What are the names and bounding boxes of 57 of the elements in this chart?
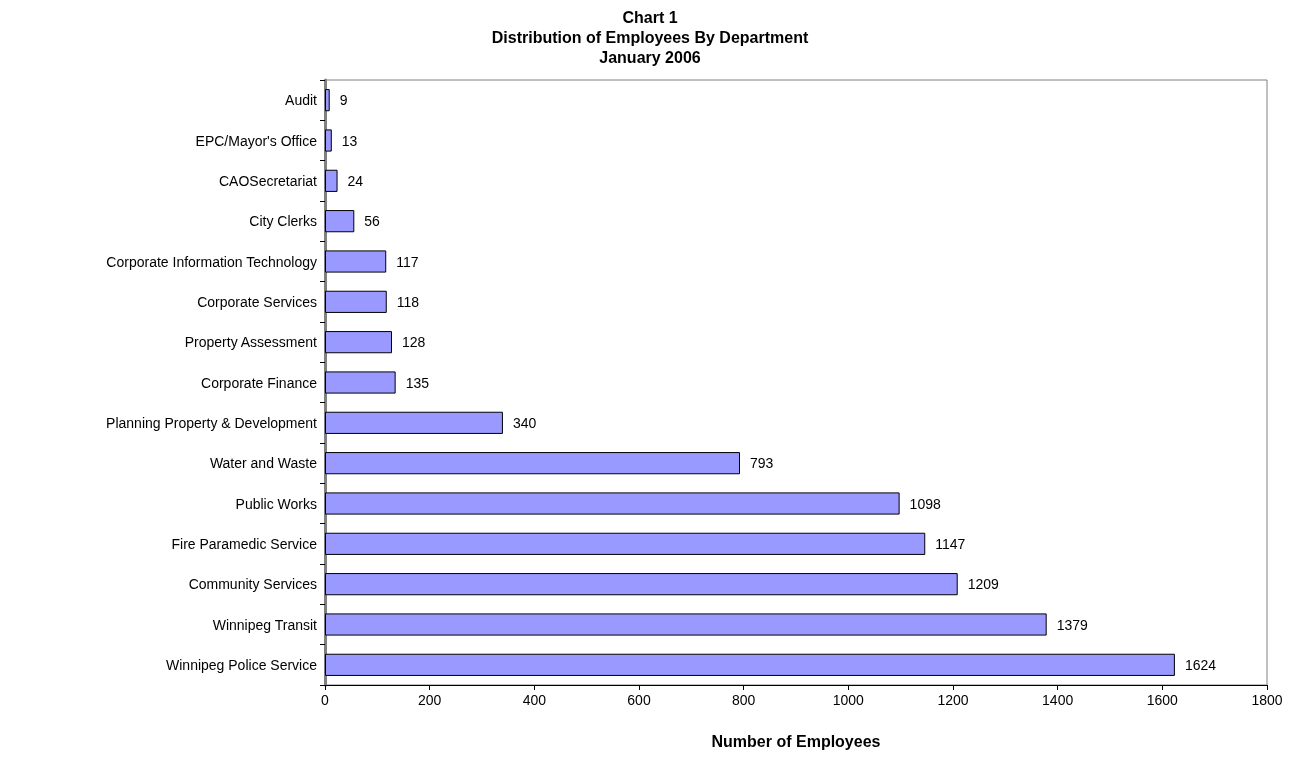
y-tick-label: Fire Paramedic Service xyxy=(171,535,318,552)
bar xyxy=(325,371,396,394)
bar xyxy=(325,169,338,192)
bar xyxy=(325,613,1047,636)
x-tick-label: 1600 xyxy=(1146,692,1179,708)
bar xyxy=(325,532,926,555)
bar xyxy=(325,452,740,475)
data-label: 1147 xyxy=(935,535,966,552)
data-label: 340 xyxy=(512,414,537,431)
y-tick-label: Water and Waste xyxy=(209,455,318,472)
bar xyxy=(325,250,387,273)
y-tick-label: Planning Property & Development xyxy=(106,414,318,431)
bar xyxy=(325,331,392,354)
data-label: 1624 xyxy=(1184,656,1217,673)
y-tick-label: Corporate Finance xyxy=(201,374,318,391)
data-label: 9 xyxy=(339,92,348,109)
data-label: 1379 xyxy=(1056,616,1089,633)
x-axis-title: Number of Employees xyxy=(711,732,881,750)
data-label: 117 xyxy=(396,253,419,270)
x-tick-label: 1200 xyxy=(937,692,969,708)
y-tick-label: City Clerks xyxy=(249,213,317,230)
data-label: 135 xyxy=(405,374,430,391)
x-tick-label: 200 xyxy=(417,692,442,708)
data-label: 56 xyxy=(364,213,381,230)
y-tick-label: Corporate Services xyxy=(197,293,317,310)
bar xyxy=(325,290,387,313)
x-tick-label: 400 xyxy=(522,692,547,708)
data-label: 13 xyxy=(341,132,358,149)
y-tick-label: Winnipeg Transit xyxy=(212,616,318,633)
x-tick-label: 1000 xyxy=(832,692,865,708)
bar xyxy=(325,129,332,152)
x-tick-label: 600 xyxy=(627,692,651,708)
y-tick-label: EPC/Mayor's Office xyxy=(195,132,318,149)
y-tick-label: Corporate Information Technology xyxy=(106,253,317,270)
bar xyxy=(325,653,1175,676)
x-tick-label: 800 xyxy=(731,692,756,708)
data-label: 118 xyxy=(396,293,420,310)
x-tick-label: 1800 xyxy=(1251,692,1283,708)
chart-title: Chart 1 Distribution of Employees By Department January 2006 xyxy=(491,8,809,66)
bar xyxy=(325,210,355,233)
y-tick-label: Public Works xyxy=(235,495,317,512)
data-label: 1098 xyxy=(909,495,941,512)
data-label: 24 xyxy=(347,172,364,189)
bar xyxy=(325,411,503,434)
y-tick-label: Winnipeg Police Service xyxy=(166,656,318,673)
y-tick-label: Property Assessment xyxy=(184,334,318,351)
bar xyxy=(325,492,900,515)
data-label: 1209 xyxy=(967,576,1000,593)
y-tick-label: CAOSecretariat xyxy=(218,172,318,189)
x-tick-label: 1400 xyxy=(1042,692,1074,708)
bar xyxy=(325,573,958,596)
x-tick-label: 0 xyxy=(321,692,330,708)
data-label: 128 xyxy=(401,334,426,351)
y-tick-label: Community Services xyxy=(188,576,317,593)
bar xyxy=(325,89,330,112)
y-tick-label: Audit xyxy=(285,92,318,109)
data-label: 793 xyxy=(750,455,774,472)
